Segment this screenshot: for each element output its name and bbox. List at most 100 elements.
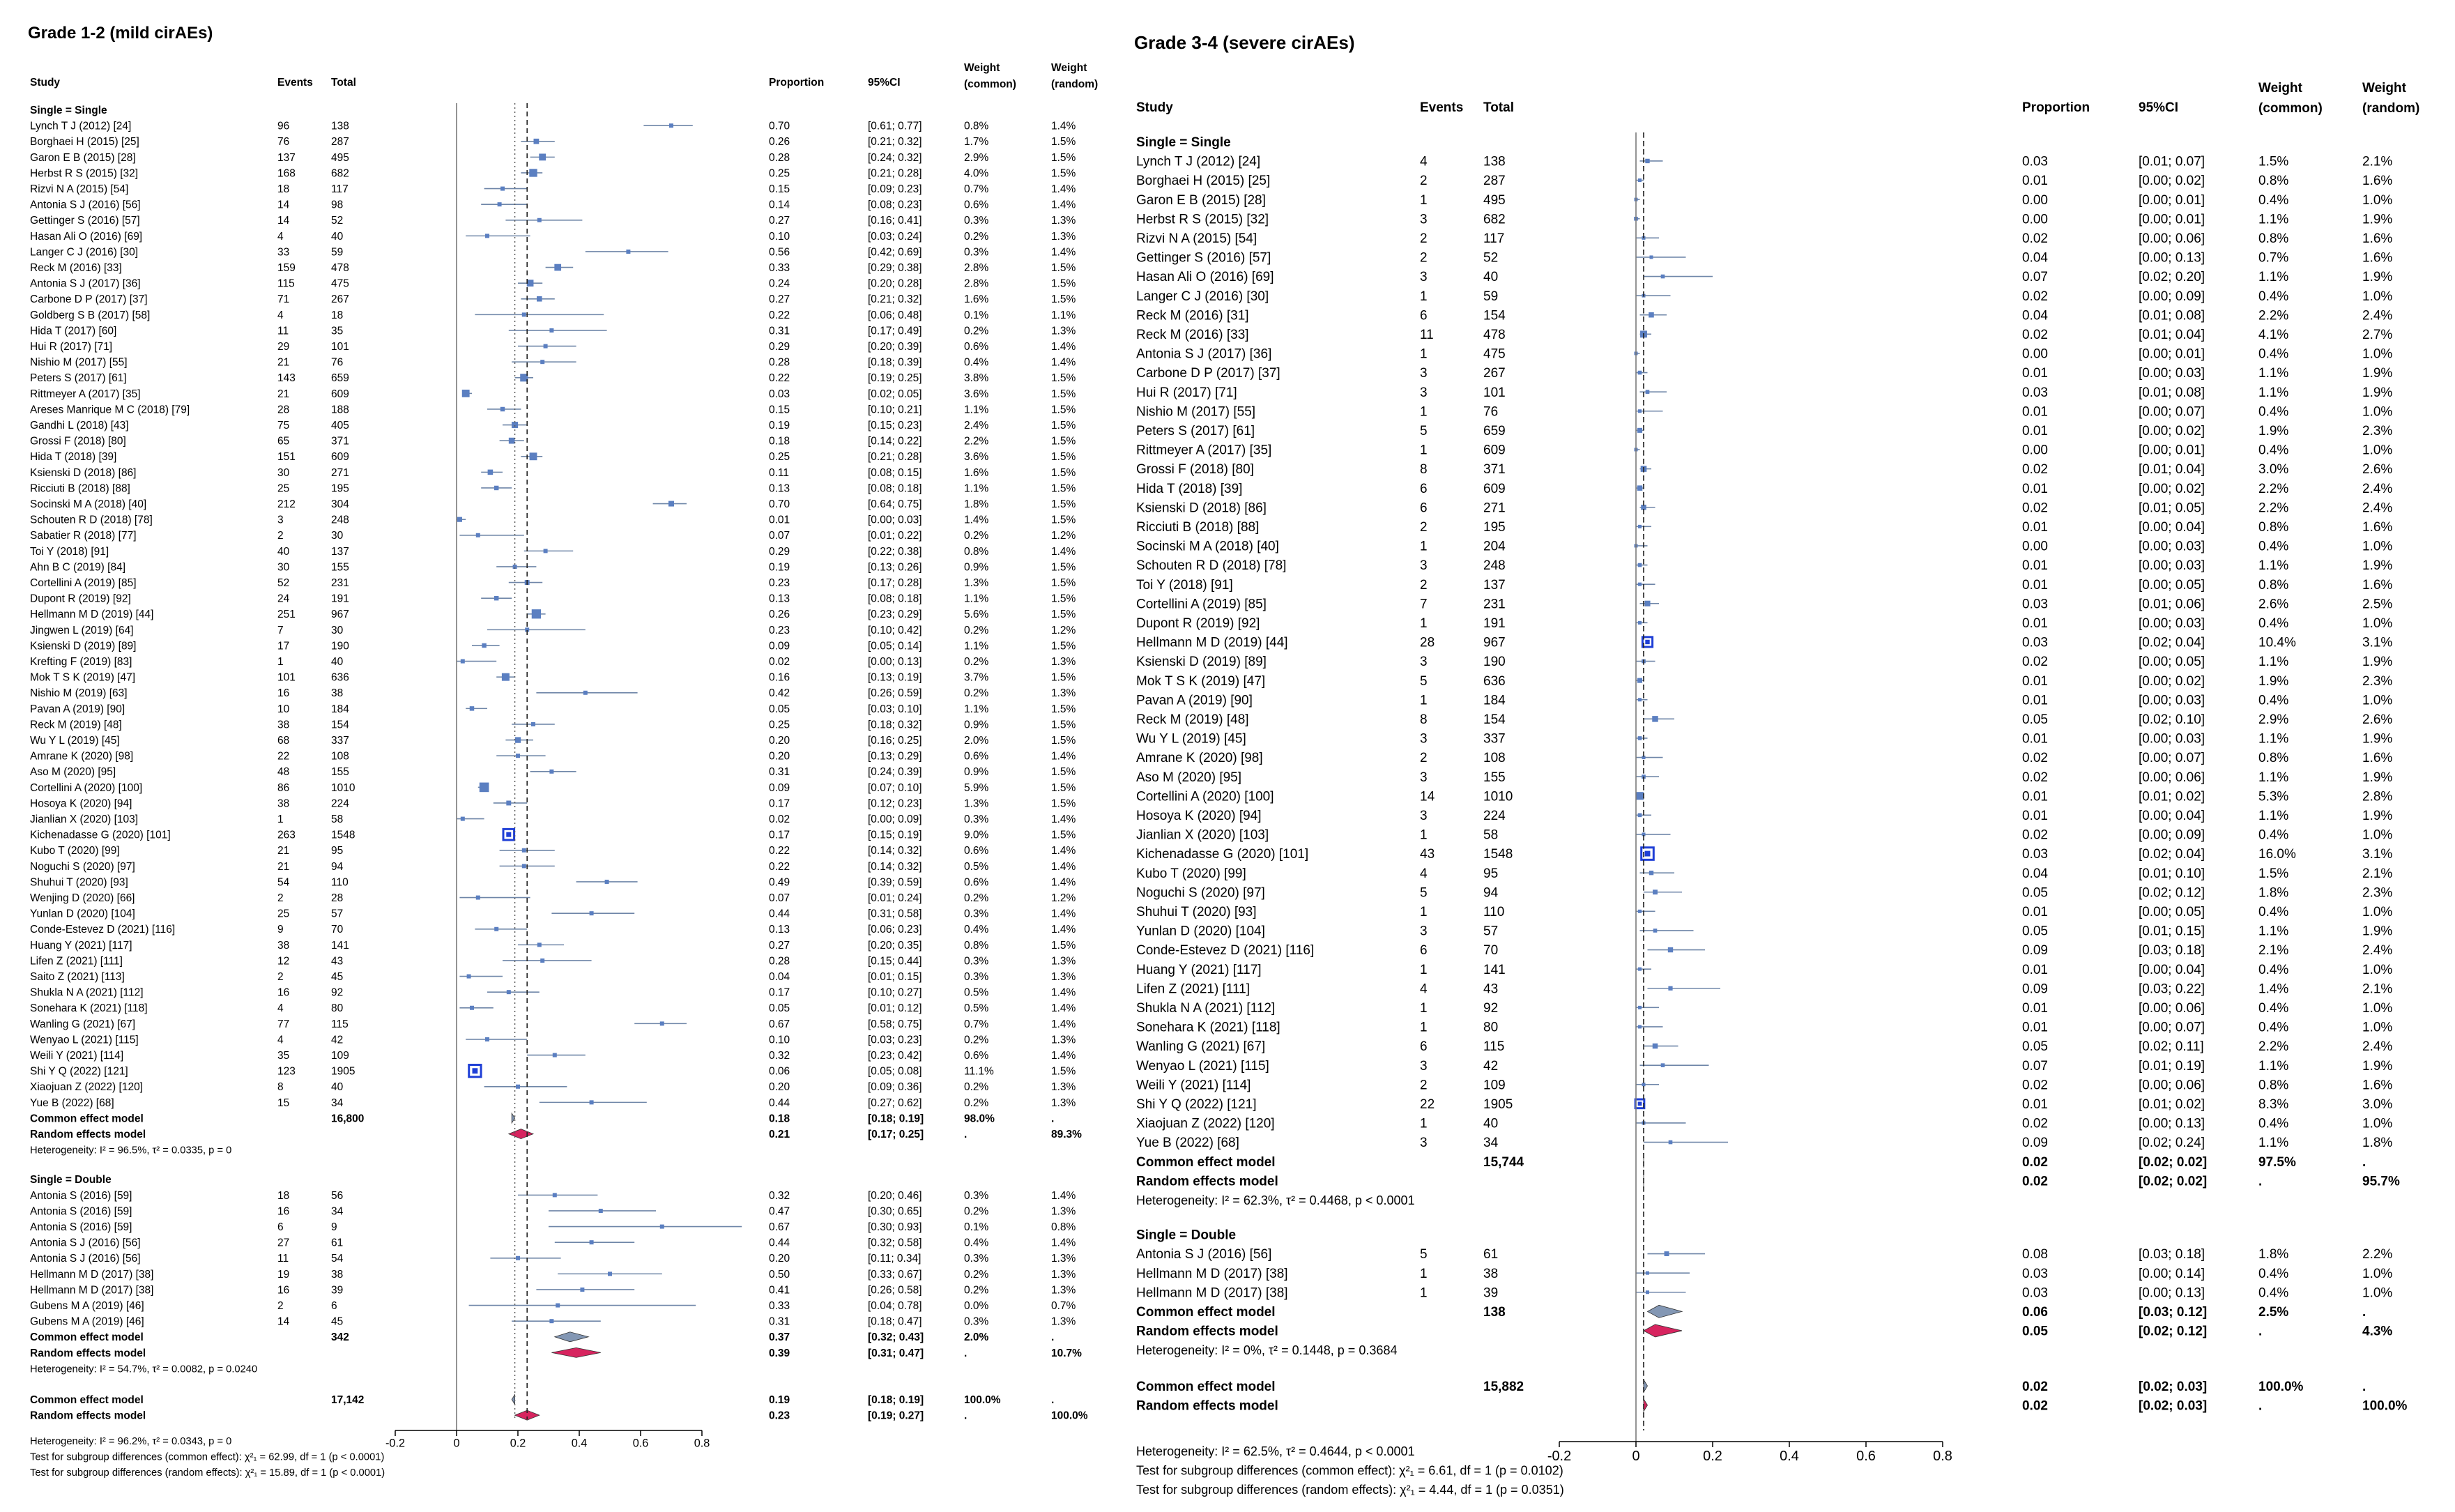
study-row-weight-common: 0.2% bbox=[964, 892, 989, 904]
study-row-weight-random: 0.8% bbox=[1051, 1221, 1076, 1233]
study-row-total: 40 bbox=[1483, 1117, 1498, 1131]
study-row-weight-common: 0.4% bbox=[2258, 347, 2288, 362]
study-row-weight-random: 1.0% bbox=[2362, 1021, 2392, 1035]
study-row-ci: [0.01; 0.22] bbox=[868, 530, 922, 542]
study-point bbox=[543, 344, 548, 349]
study-row-weight-random: 1.3% bbox=[1051, 1284, 1076, 1296]
study-row-weight-random: 1.0% bbox=[2362, 1117, 2392, 1131]
study-point bbox=[501, 673, 510, 681]
study-row-label: Borghaei H (2015) [25] bbox=[1136, 174, 1270, 188]
overall-random-row-label: Random effects model bbox=[1136, 1398, 1278, 1413]
study-row-ci: [0.30; 0.65] bbox=[868, 1205, 922, 1217]
common-model-row-label: Common effect model bbox=[1136, 1155, 1276, 1170]
study-point bbox=[554, 264, 562, 271]
study-row-label: Herbst R S (2015) [32] bbox=[30, 167, 138, 179]
study-row-ci: [0.22; 0.38] bbox=[868, 546, 922, 558]
common-model-row-weight-common: 98.0% bbox=[964, 1113, 995, 1124]
study-row-proportion: 0.02 bbox=[2022, 655, 2048, 669]
heterogeneity-text: Heterogeneity: I² = 96.5%, τ² = 0.0335, … bbox=[30, 1145, 231, 1156]
study-row-ci: [0.00; 0.02] bbox=[2139, 674, 2205, 689]
study-row-ci: [0.33; 0.67] bbox=[868, 1269, 922, 1281]
study-row-total: 38 bbox=[1483, 1267, 1498, 1281]
study-row-weight-random: 1.5% bbox=[1051, 167, 1076, 179]
study-row-weight-common: 0.7% bbox=[964, 183, 989, 195]
common-model-row-total: 342 bbox=[331, 1331, 349, 1343]
study-row-weight-common: 1.1% bbox=[964, 593, 989, 605]
study-row-proportion: 0.01 bbox=[2022, 1097, 2048, 1112]
study-row-events: 28 bbox=[277, 404, 289, 415]
study-row-proportion: 0.02 bbox=[2022, 770, 2048, 785]
study-row-events: 4 bbox=[1420, 155, 1428, 169]
study-row-weight-common: 1.1% bbox=[964, 640, 989, 652]
study-row-events: 7 bbox=[277, 625, 284, 636]
study-row-weight-random: 1.4% bbox=[1051, 751, 1076, 763]
study-row-ci: [0.42; 0.69] bbox=[868, 246, 922, 258]
study-row-label: Goldberg S B (2017) [58] bbox=[30, 310, 150, 321]
study-row-proportion: 0.13 bbox=[769, 924, 790, 936]
study-row-total: 6 bbox=[331, 1300, 337, 1312]
study-point bbox=[1653, 929, 1658, 933]
study-row-ci: [0.00; 0.13] bbox=[868, 656, 922, 668]
x-axis-tick-label: 0.6 bbox=[1856, 1449, 1876, 1464]
study-row-events: 19 bbox=[277, 1269, 289, 1281]
study-row-proportion: 0.23 bbox=[769, 577, 790, 589]
study-row-label: Hellmann M D (2017) [38] bbox=[30, 1284, 153, 1296]
study-row-proportion: 0.24 bbox=[769, 278, 790, 290]
study-row-ci: [0.00; 0.07] bbox=[2139, 404, 2205, 419]
study-row-weight-random: 1.5% bbox=[1051, 830, 1076, 841]
study-row-events: 11 bbox=[1420, 328, 1434, 342]
heterogeneity-text: Heterogeneity: I² = 0%, τ² = 0.1448, p =… bbox=[1136, 1343, 1398, 1357]
study-row-label: Hosoya K (2020) [94] bbox=[1136, 809, 1262, 823]
study-point bbox=[589, 911, 594, 916]
common-model-row-proportion: 0.02 bbox=[2022, 1155, 2048, 1170]
study-row-total: 58 bbox=[1483, 828, 1498, 843]
study-row-events: 2 bbox=[277, 971, 284, 983]
study-row-total: 110 bbox=[1483, 905, 1504, 919]
study-row-label: Nishio M (2017) [55] bbox=[1136, 404, 1255, 419]
study-row-events: 28 bbox=[1420, 636, 1435, 650]
study-row-ci: [0.06; 0.48] bbox=[868, 310, 922, 321]
study-row-total: 155 bbox=[331, 561, 349, 573]
study-row-ci: [0.21; 0.28] bbox=[868, 167, 922, 179]
col-header-weight-common-sub: (common) bbox=[964, 79, 1016, 91]
study-row-events: 3 bbox=[1420, 366, 1428, 381]
study-row-events: 1 bbox=[1420, 1267, 1428, 1281]
study-row-events: 5 bbox=[1420, 1247, 1428, 1262]
study-row-weight-common: 1.1% bbox=[964, 482, 989, 494]
study-row-events: 212 bbox=[277, 498, 296, 510]
study-row-total: 39 bbox=[331, 1284, 343, 1296]
study-point bbox=[1642, 1083, 1646, 1087]
study-row-proportion: 0.11 bbox=[769, 467, 789, 479]
study-row-weight-common: 1.1% bbox=[2258, 270, 2288, 284]
study-row-total: 98 bbox=[331, 199, 343, 211]
study-row-events: 1 bbox=[1420, 404, 1428, 419]
study-row-weight-common: 2.6% bbox=[2258, 597, 2288, 611]
study-row-proportion: 0.29 bbox=[769, 341, 790, 353]
study-row-label: Sonehara K (2021) [118] bbox=[30, 1002, 148, 1014]
study-row-total: 248 bbox=[1483, 558, 1506, 573]
study-row-total: 267 bbox=[1483, 366, 1506, 381]
study-row-proportion: 0.44 bbox=[769, 908, 790, 920]
study-row-proportion: 0.25 bbox=[769, 451, 790, 463]
study-point bbox=[487, 469, 494, 475]
study-row-weight-common: 1.5% bbox=[2258, 155, 2288, 169]
study-row-label: Antonia S (2016) [59] bbox=[30, 1205, 132, 1217]
study-row-total: 9 bbox=[331, 1221, 337, 1233]
study-row-label: Shi Y Q (2022) [121] bbox=[1136, 1097, 1257, 1112]
study-row-ci: [0.00; 0.04] bbox=[2139, 809, 2205, 823]
study-row-ci: [0.21; 0.28] bbox=[868, 451, 922, 463]
study-row-events: 3 bbox=[1420, 558, 1428, 573]
study-row-total: 18 bbox=[331, 310, 343, 321]
study-row-events: 1 bbox=[1420, 693, 1428, 708]
study-row-total: 248 bbox=[331, 514, 349, 526]
study-row-ci: [0.23; 0.29] bbox=[868, 609, 922, 620]
study-row-total: 967 bbox=[331, 609, 349, 620]
study-row-weight-common: 2.2% bbox=[2258, 1039, 2288, 1054]
study-row-total: 40 bbox=[331, 231, 344, 243]
study-row-weight-common: 1.1% bbox=[2258, 385, 2288, 400]
study-row-ci: [0.07; 0.10] bbox=[868, 782, 922, 794]
study-row-weight-random: 1.4% bbox=[1051, 987, 1076, 999]
study-row-events: 43 bbox=[1420, 847, 1435, 862]
study-row-weight-common: 3.7% bbox=[964, 672, 989, 684]
study-row-events: 1 bbox=[1420, 1021, 1428, 1035]
